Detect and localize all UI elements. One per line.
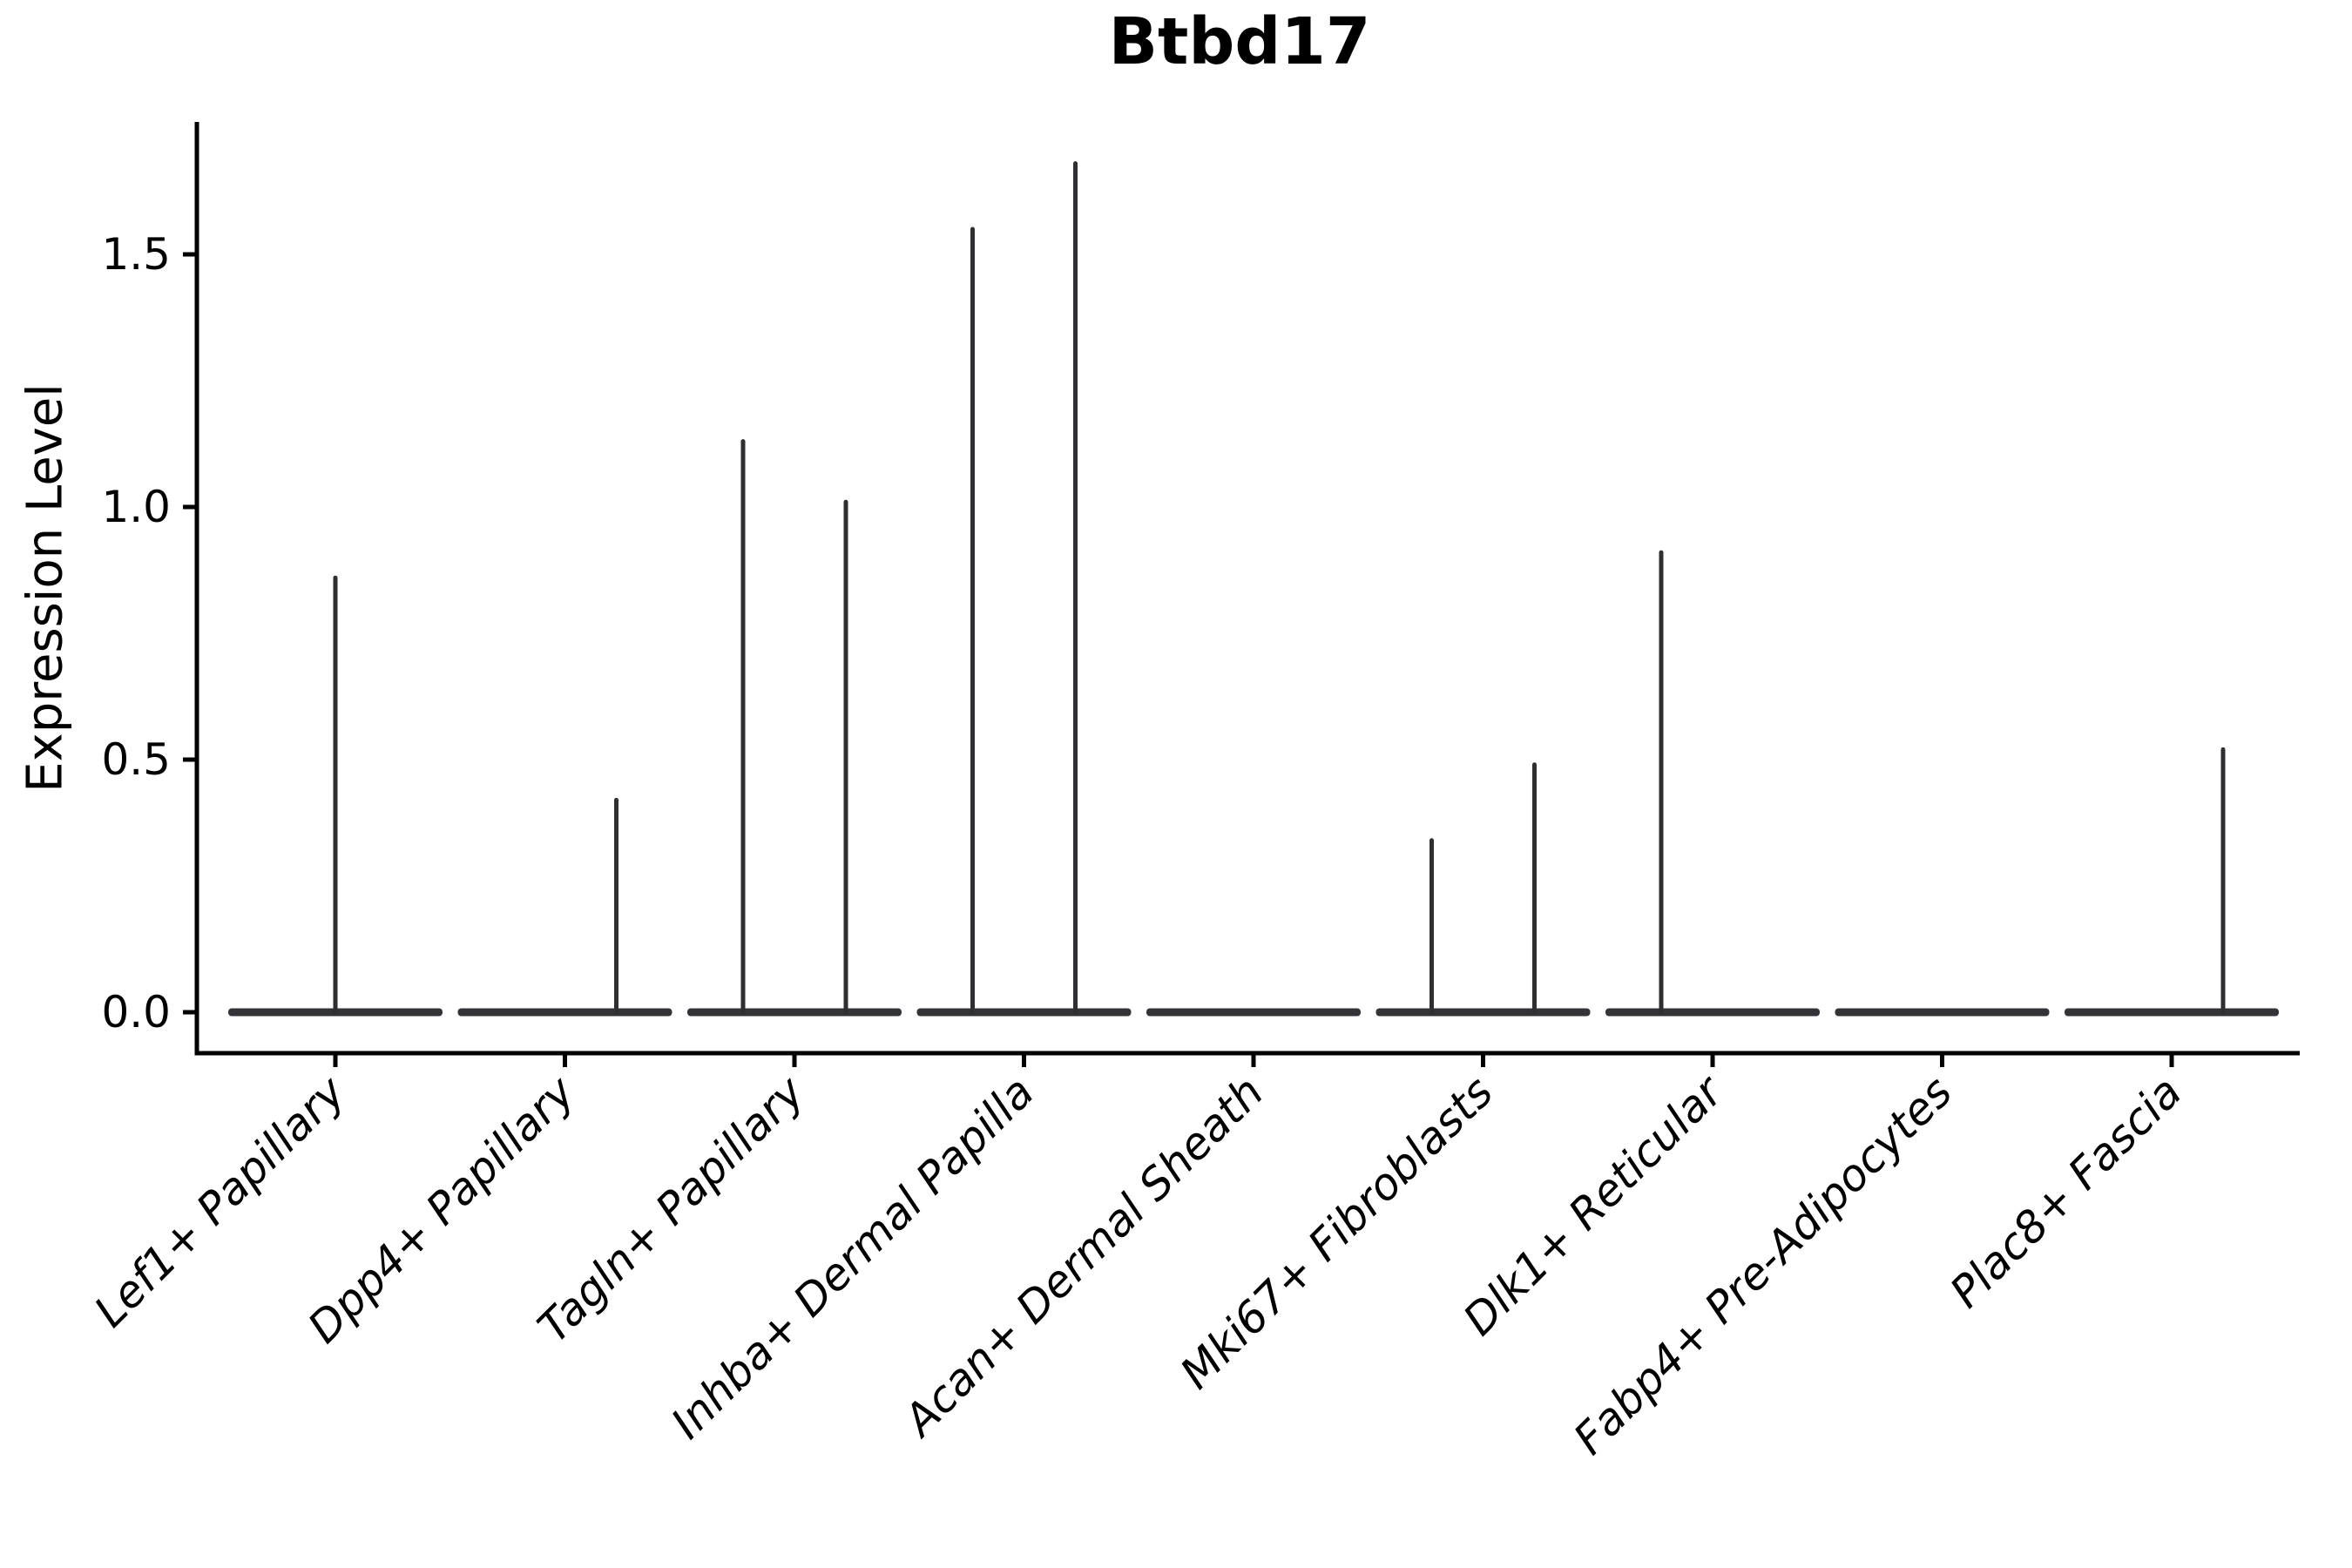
chart-title: Btbd17 xyxy=(1108,4,1371,79)
y-tick-label: 0.0 xyxy=(101,987,171,1037)
violin-baseline xyxy=(2065,1008,2279,1017)
x-tick-label: Lef1+ Papillary xyxy=(84,1065,355,1336)
violin-baseline xyxy=(1146,1008,1361,1017)
y-tick-label: 1.0 xyxy=(101,482,171,532)
x-tick-label: Plac8+ Fascia xyxy=(1941,1066,2192,1317)
violin-baseline xyxy=(916,1008,1132,1017)
violin-baseline xyxy=(457,1008,672,1017)
x-tick-label: Fabp4+ Pre-Adipocytes xyxy=(1564,1066,1962,1464)
violin-baseline xyxy=(687,1008,902,1017)
y-tick-label: 1.5 xyxy=(101,229,171,280)
violin-baseline xyxy=(1605,1008,1820,1017)
y-tick-label: 0.5 xyxy=(101,734,171,785)
violin-baseline xyxy=(1375,1008,1591,1017)
x-tick-label: Inhba+ Dermal Papilla xyxy=(662,1066,1044,1448)
violin-baseline xyxy=(1835,1008,2050,1017)
